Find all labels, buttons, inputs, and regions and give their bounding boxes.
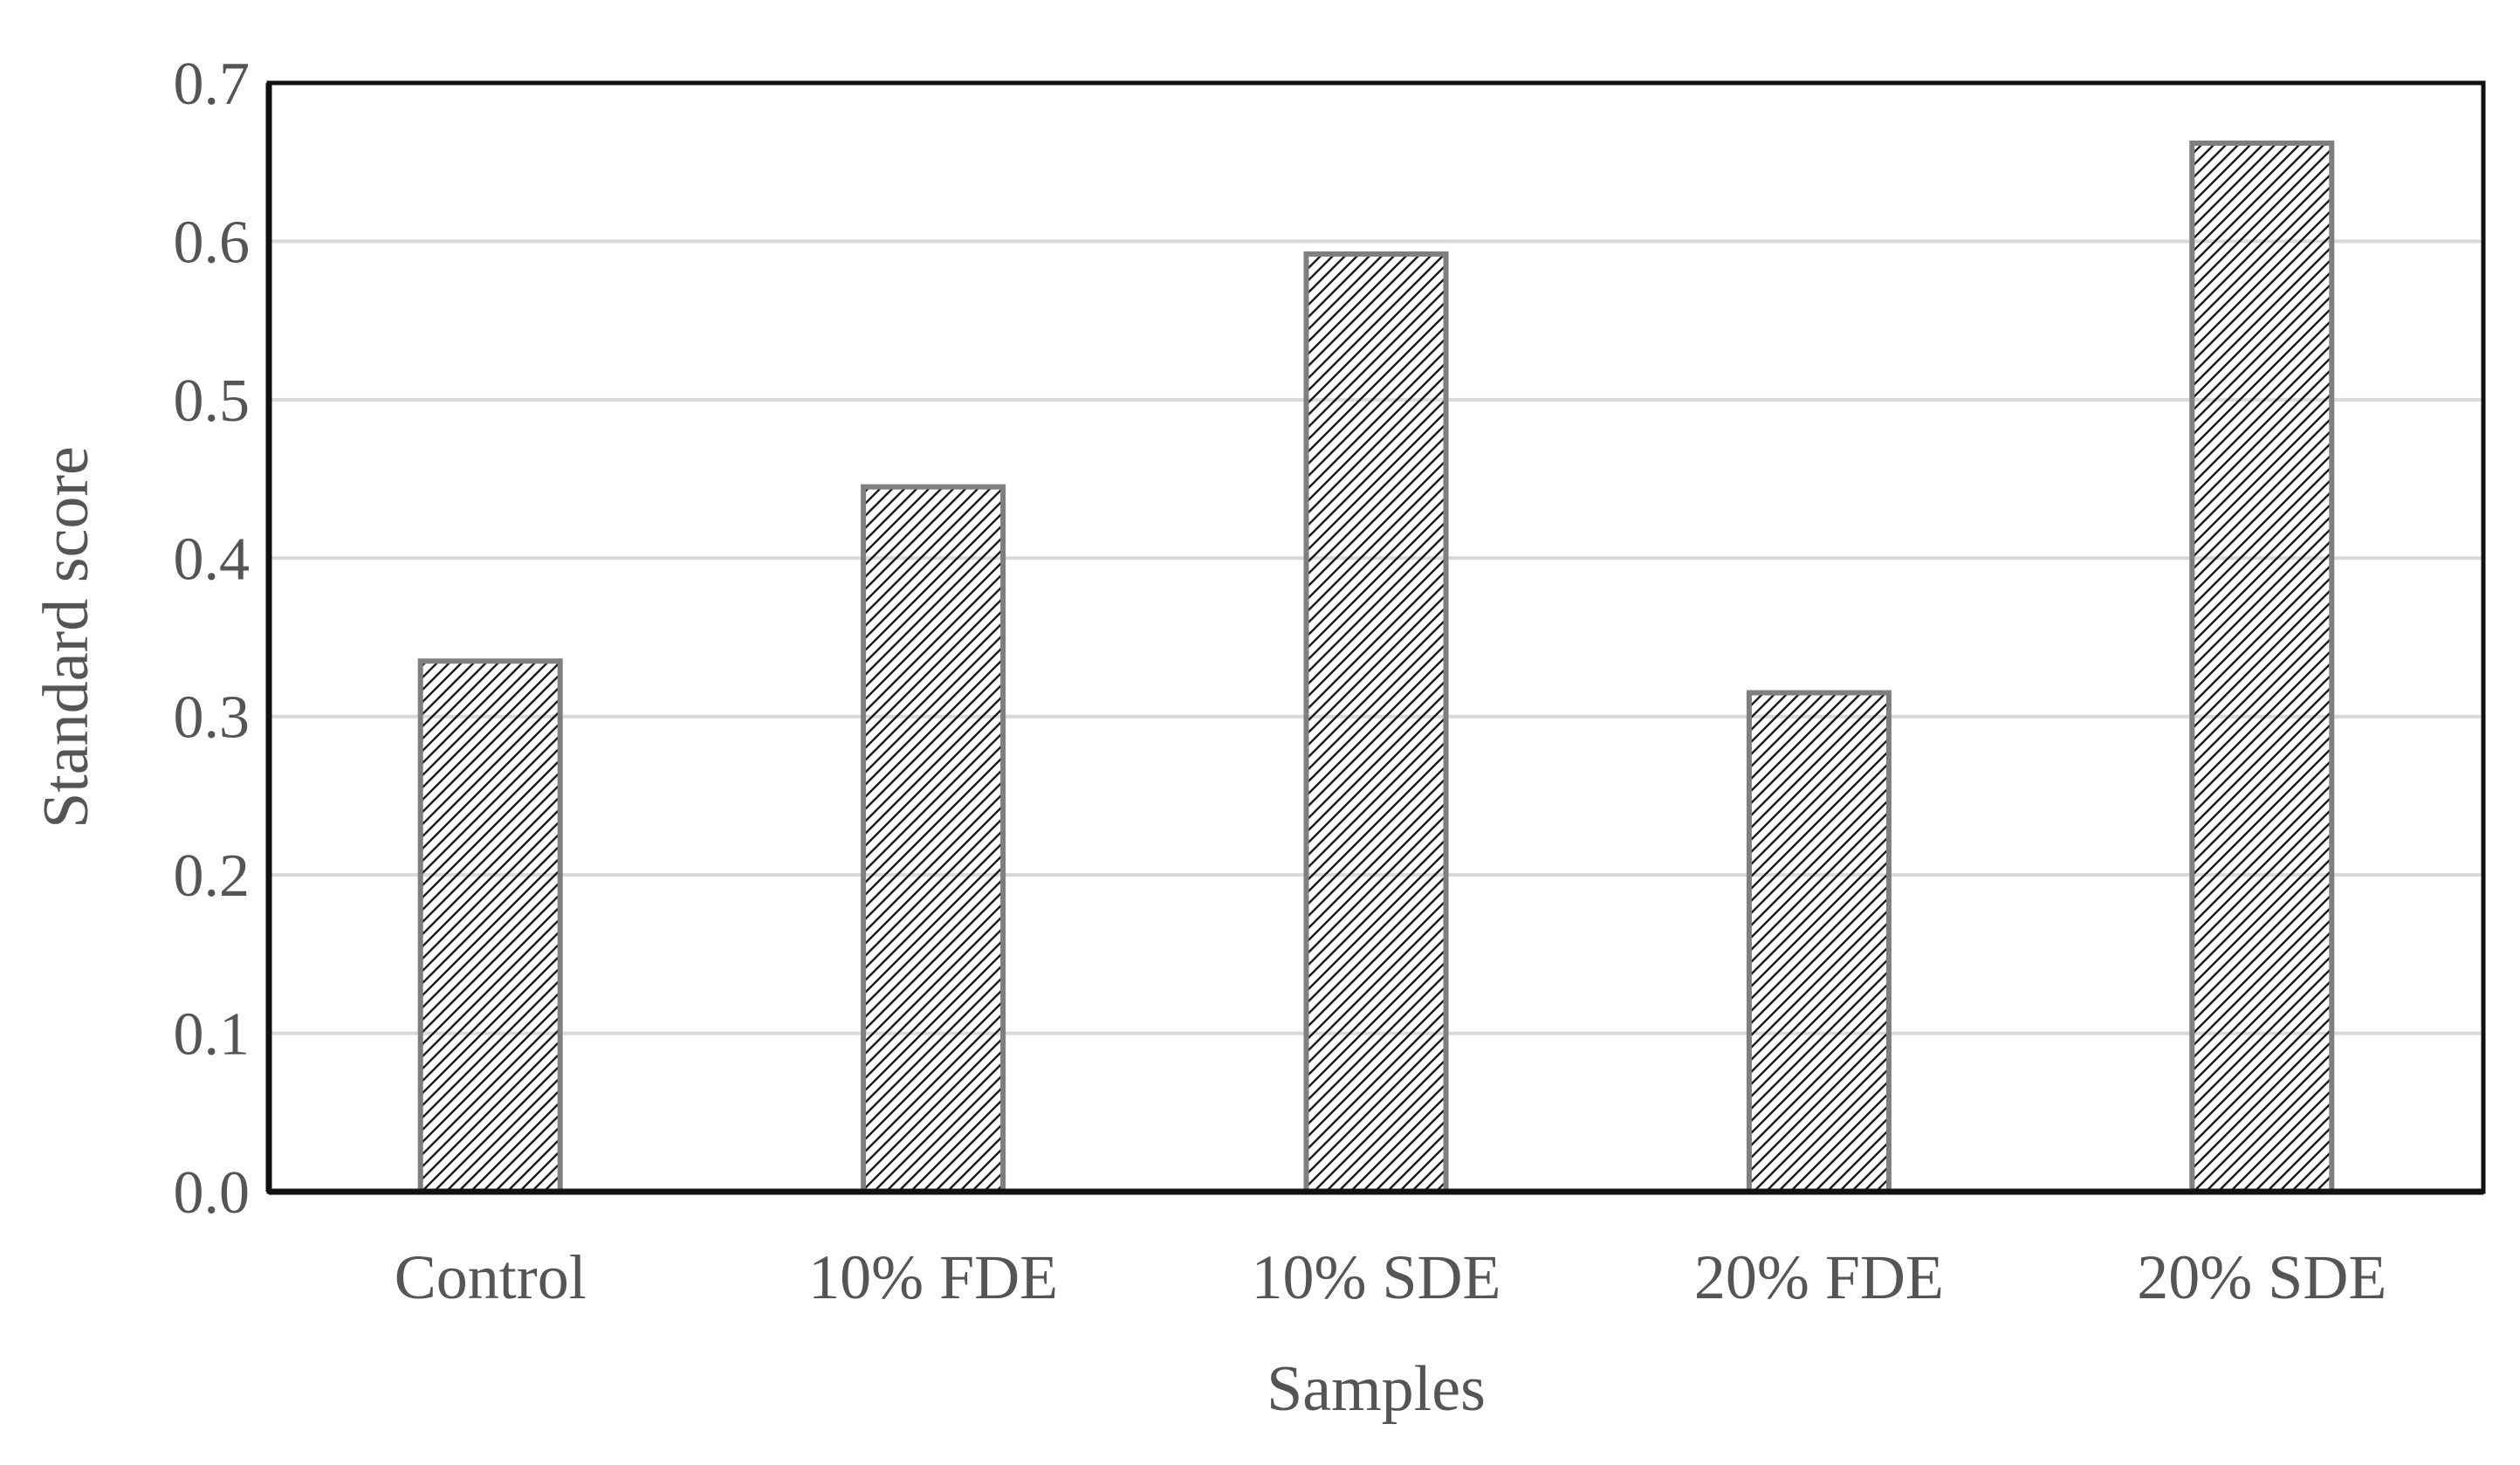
- bar: [2189, 140, 2335, 1194]
- y-axis-label: Standard score: [31, 446, 102, 829]
- bars: [417, 140, 2335, 1194]
- x-tick-label: 20% SDE: [2137, 1242, 2386, 1312]
- x-axis-label: Samples: [1267, 1353, 1486, 1425]
- bar: [1746, 690, 1892, 1194]
- axes: [265, 80, 2486, 1195]
- y-tick-label: 0.2: [174, 843, 251, 910]
- y-tick-labels: 0.0 0.1 0.2 0.3 0.4 0.5 0.6 0.7: [174, 51, 251, 1227]
- bar: [1303, 251, 1449, 1194]
- y-tick-label: 0.1: [174, 1001, 251, 1069]
- bar: [417, 658, 563, 1194]
- x-tick-label: 10% FDE: [808, 1242, 1058, 1312]
- y-tick-label: 0.4: [174, 526, 251, 593]
- x-tick-label: 20% FDE: [1694, 1242, 1944, 1312]
- y-tick-label: 0.3: [174, 684, 251, 752]
- y-tick-label: 0.6: [174, 209, 251, 276]
- x-tick-label: 10% SDE: [1252, 1242, 1501, 1312]
- x-tick-label: Control: [395, 1242, 587, 1312]
- y-tick-label: 0.5: [174, 368, 251, 435]
- x-tick-labels: Control 10% FDE 10% SDE 20% FDE 20% SDE: [395, 1242, 2387, 1312]
- bar: [861, 484, 1006, 1194]
- y-tick-label: 0.0: [174, 1159, 251, 1227]
- y-tick-label: 0.7: [174, 51, 251, 118]
